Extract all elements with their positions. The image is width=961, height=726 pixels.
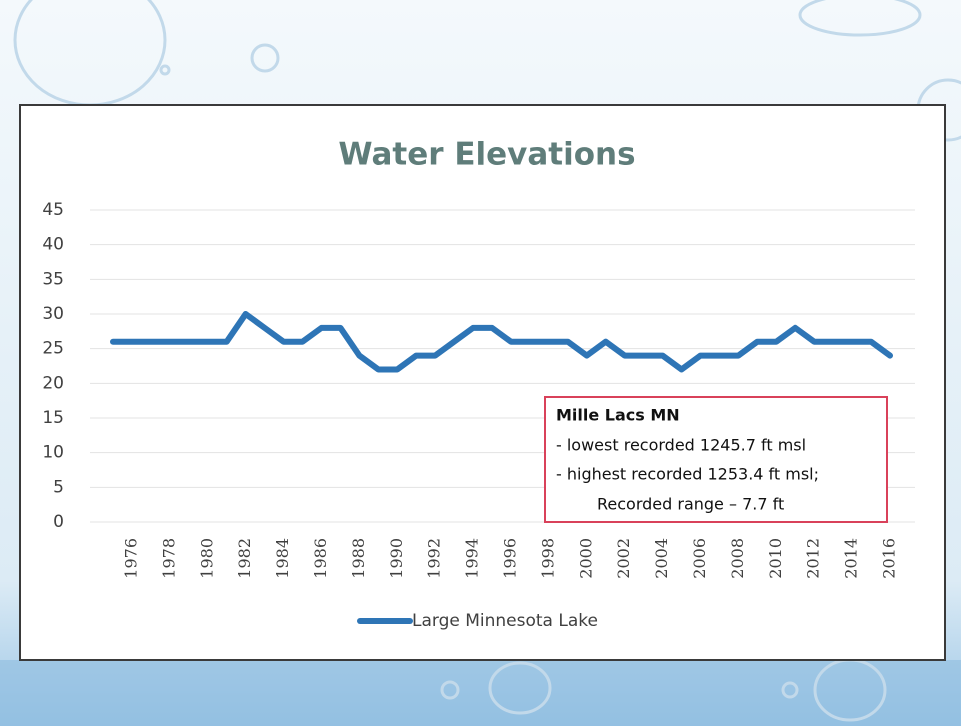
y-tick-label: 30 xyxy=(42,304,64,324)
x-tick-label: 1976 xyxy=(121,538,140,579)
x-tick-label: 1988 xyxy=(349,538,368,579)
x-tick-label: 1982 xyxy=(235,538,254,579)
y-tick-label: 15 xyxy=(42,408,64,428)
chart-title: Water Elevations xyxy=(338,137,635,173)
x-tick-label: 2012 xyxy=(804,538,823,579)
x-tick-label: 2016 xyxy=(880,538,899,579)
annotation-box xyxy=(544,396,888,523)
annotation-line: - highest recorded 1253.4 ft msl; xyxy=(556,465,819,484)
chart-panel xyxy=(19,104,946,661)
x-tick-label: 2002 xyxy=(614,538,633,579)
annotation-line: Recorded range – 7.7 ft xyxy=(597,495,784,514)
x-tick-label: 2000 xyxy=(576,538,595,579)
y-tick-label: 25 xyxy=(42,339,64,359)
y-tick-label: 0 xyxy=(53,512,64,532)
annotation-line: - lowest recorded 1245.7 ft msl xyxy=(556,436,806,455)
y-tick-label: 10 xyxy=(42,443,64,463)
x-tick-label: 1978 xyxy=(159,538,178,579)
x-tick-label: 1990 xyxy=(387,538,406,579)
annotation-line: Mille Lacs MN xyxy=(556,406,680,425)
data-line xyxy=(110,311,893,373)
slide-band xyxy=(0,660,961,726)
y-tick-label: 5 xyxy=(53,477,64,497)
x-tick-label: 1992 xyxy=(425,538,444,579)
x-tick-label: 1984 xyxy=(273,538,292,579)
y-tick-label: 45 xyxy=(42,200,64,220)
x-tick-label: 1986 xyxy=(311,538,330,579)
x-tick-label: 2010 xyxy=(766,538,785,579)
x-tick-label: 1996 xyxy=(500,538,519,579)
x-tick-label: 1998 xyxy=(538,538,557,579)
legend-label: Large Minnesota Lake xyxy=(412,611,598,631)
x-tick-label: 2014 xyxy=(842,538,861,579)
y-tick-label: 40 xyxy=(42,235,64,255)
x-tick-label: 1980 xyxy=(197,538,216,579)
x-tick-label: 2008 xyxy=(728,538,747,579)
x-tick-label: 2006 xyxy=(690,538,709,579)
y-tick-label: 20 xyxy=(42,373,64,393)
x-tick-label: 1994 xyxy=(463,538,482,579)
x-tick-label: 2004 xyxy=(652,538,671,579)
y-tick-label: 35 xyxy=(42,269,64,289)
